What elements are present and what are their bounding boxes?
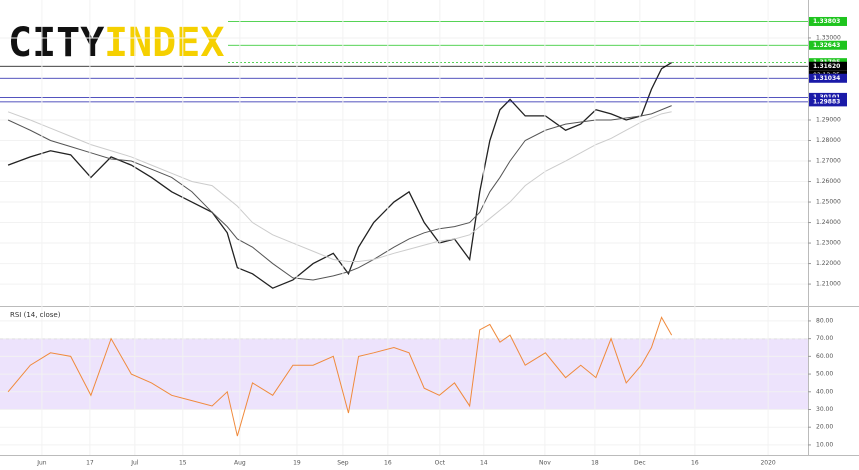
y-tick-label: 1.27000	[816, 158, 841, 165]
level-tag	[809, 61, 847, 71]
x-tick-label: 2020	[760, 460, 775, 467]
x-tick-label: 16	[384, 460, 392, 467]
x-tick-label: 17	[86, 460, 94, 467]
series-line	[7, 111, 672, 263]
y-tick-label: 30.00	[816, 406, 833, 413]
level-label: 1.31034	[813, 75, 840, 82]
x-tick-label: 16	[691, 460, 699, 467]
x-tick-label: Jun	[36, 460, 47, 467]
y-tick-label: 80.00	[816, 317, 833, 324]
series-line	[7, 316, 673, 437]
y-tick-label: 70.00	[816, 335, 833, 342]
y-tick-label: 1.26000	[816, 178, 841, 185]
level-label: 1.33803	[813, 18, 840, 25]
y-tick-label: 50.00	[816, 371, 833, 378]
series-line	[7, 105, 672, 281]
y-tick-label: 10.00	[816, 441, 833, 448]
logo-index: INDEX	[104, 20, 224, 66]
y-tick-label: 1.24000	[816, 219, 841, 226]
y-tick-label: 1.25000	[816, 199, 841, 206]
x-tick-label: Aug	[234, 460, 246, 467]
y-tick-label: 1.33000	[816, 34, 841, 41]
x-tick-label: Nov	[539, 460, 551, 467]
x-tick-label: Jul	[130, 460, 139, 467]
level-label: 1.31620	[813, 63, 840, 70]
y-tick-label: 1.21000	[816, 281, 841, 288]
y-tick-label: 1.23000	[816, 240, 841, 247]
y-tick-label: 1.22000	[816, 260, 841, 267]
x-tick-label: 19	[293, 460, 301, 467]
x-tick-label: 14	[480, 460, 488, 467]
x-tick-label: Sep	[337, 460, 349, 467]
level-tag	[809, 97, 847, 107]
y-tick-label: 20.00	[816, 424, 833, 431]
x-tick-label: Oct	[435, 460, 446, 467]
y-tick-label: 1.28000	[816, 137, 841, 144]
y-tick-label: 40.00	[816, 388, 833, 395]
x-tick-label: 18	[591, 460, 599, 467]
y-tick-label: 1.29000	[816, 116, 841, 123]
x-tick-label: 15	[179, 460, 187, 467]
logo-city: CITY	[8, 20, 104, 66]
panel-title: RSI (14, close)	[10, 311, 61, 319]
level-label: 1.32643	[813, 42, 840, 49]
level-tag	[809, 73, 847, 83]
x-tick-label: Dec	[634, 460, 646, 467]
level-tag	[809, 16, 847, 26]
y-tick-label: 60.00	[816, 353, 833, 360]
level-tag	[809, 40, 847, 50]
level-label: 1.29883	[813, 98, 840, 105]
